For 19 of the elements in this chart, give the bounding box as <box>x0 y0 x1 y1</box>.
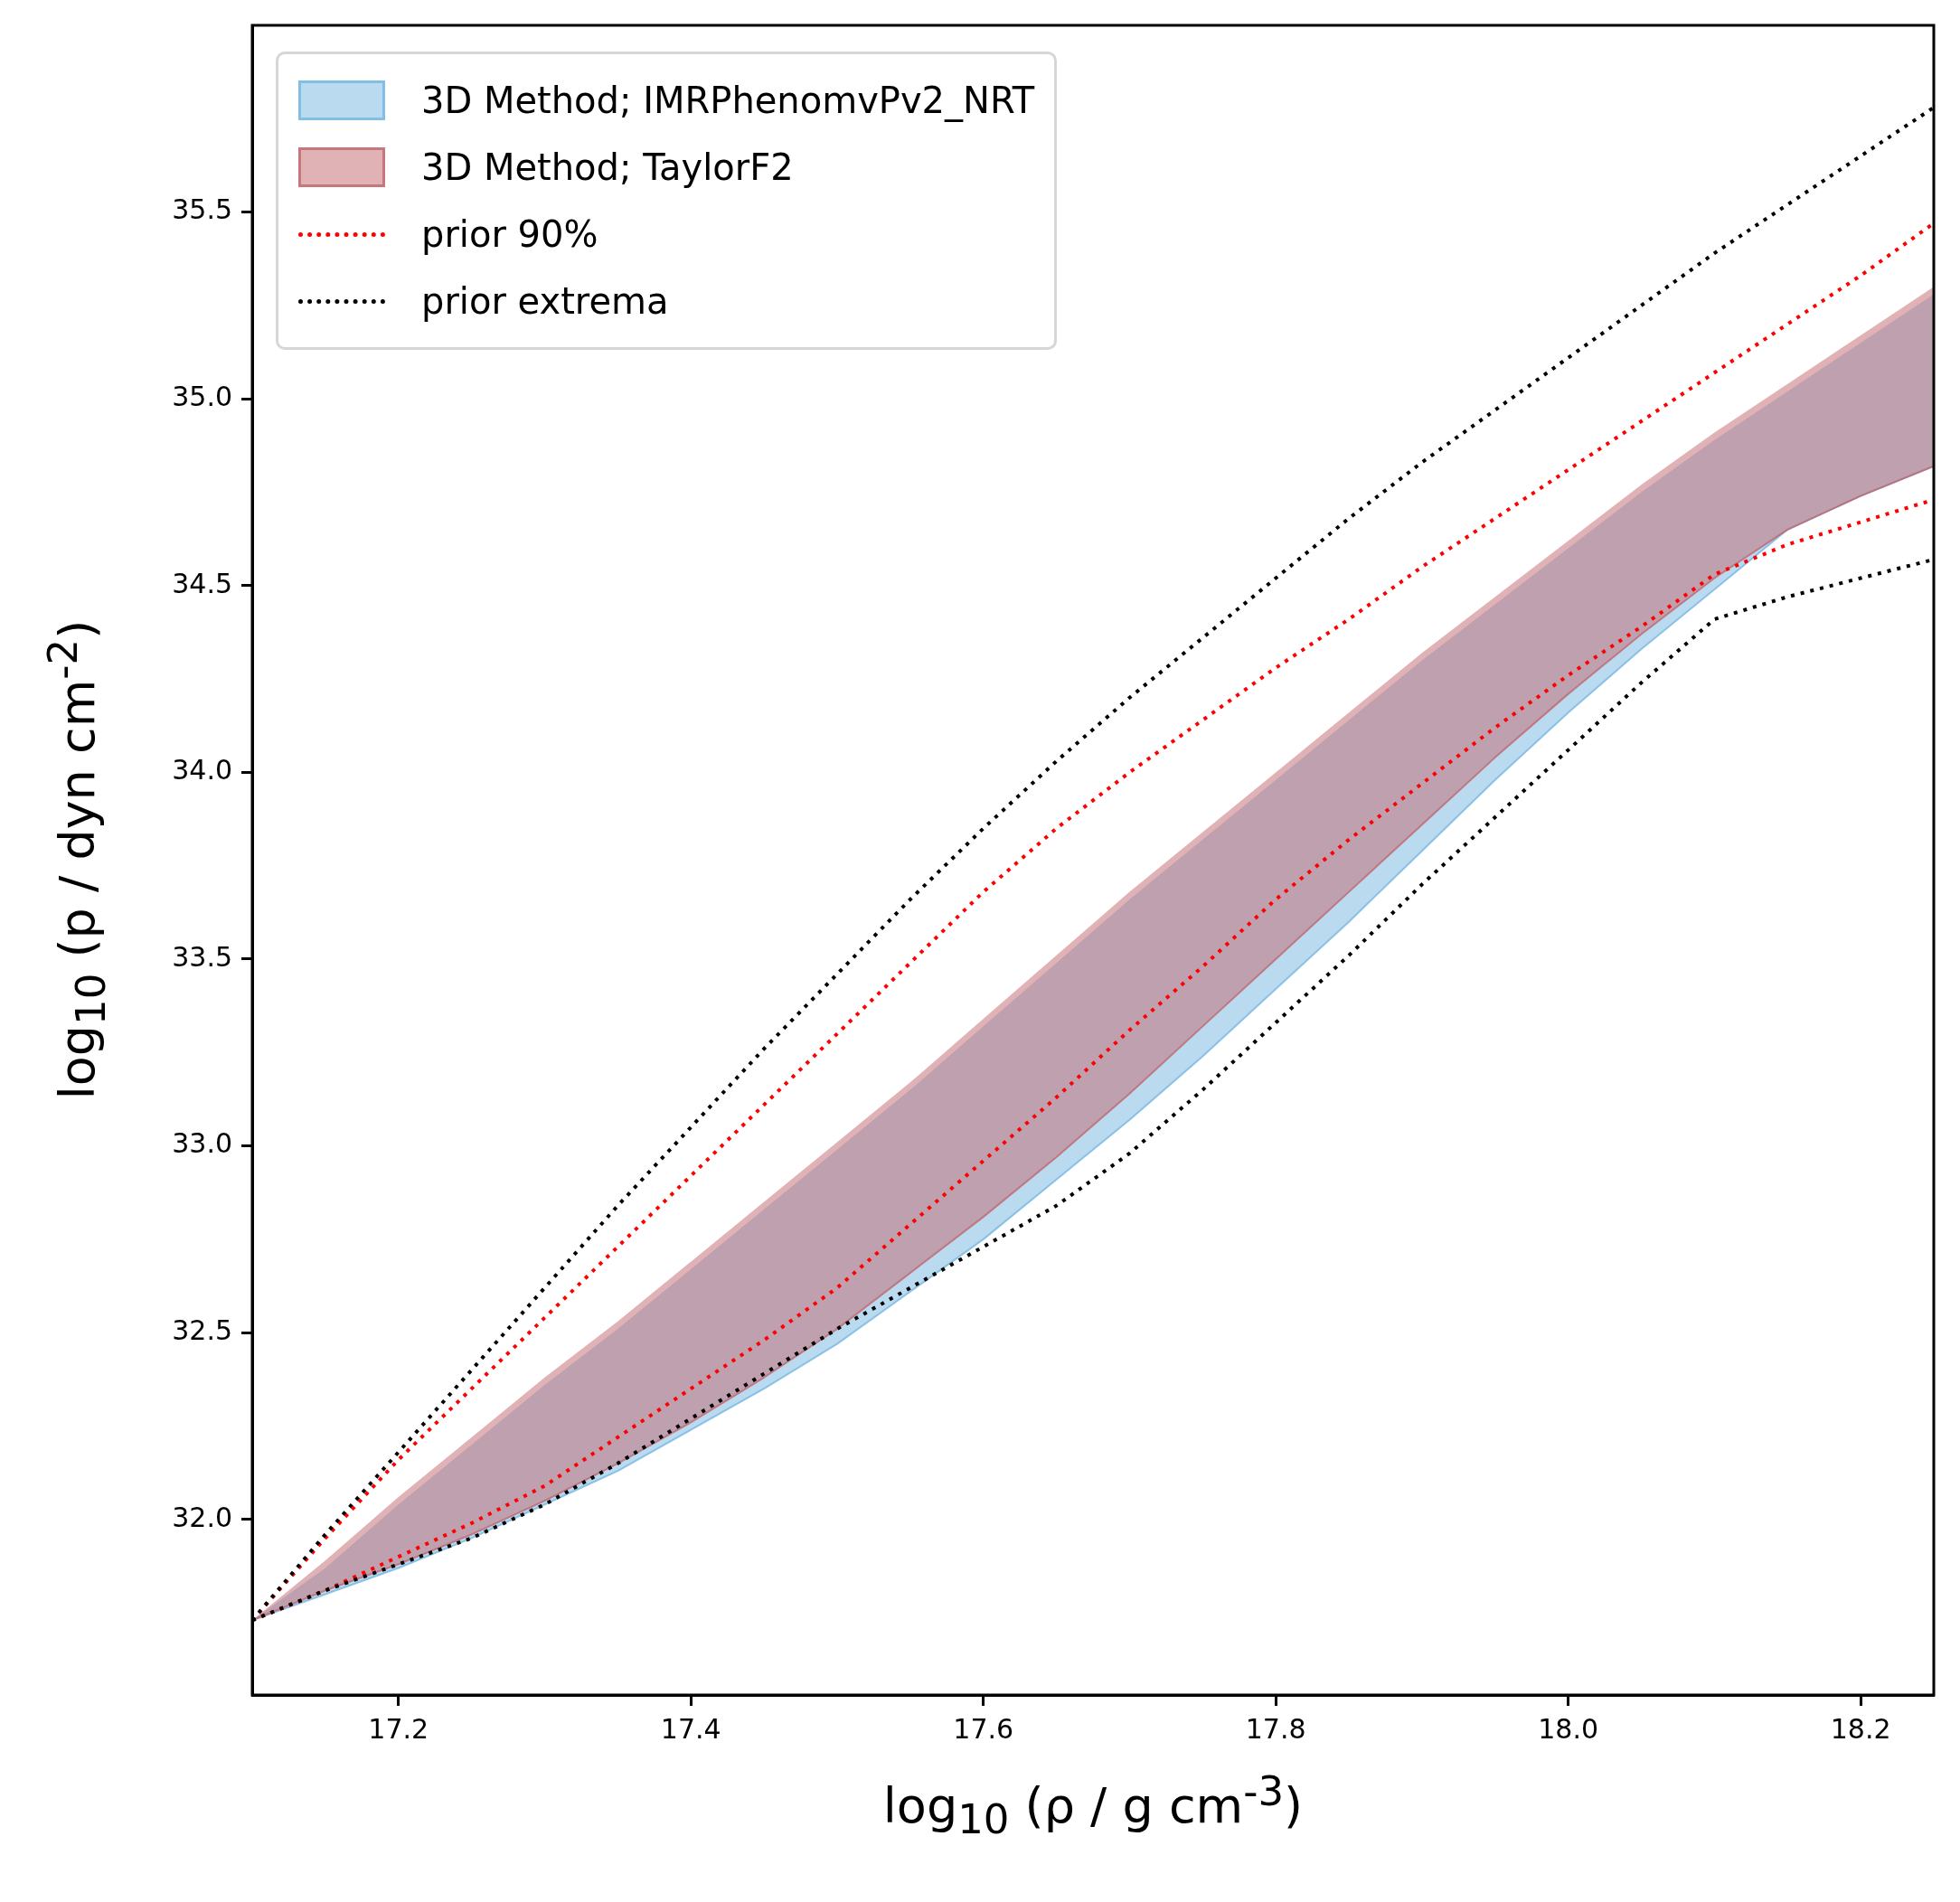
x-tick-label: 17.2 <box>368 1712 429 1745</box>
x-tick-label: 17.8 <box>1245 1712 1306 1745</box>
y-tick-label: 35.5 <box>172 193 232 226</box>
x-tick-label: 17.4 <box>660 1712 721 1745</box>
legend-label: prior 90% <box>421 213 598 255</box>
y-tick-label: 32.0 <box>172 1501 232 1533</box>
x-axis-title: log$_{10}$ (ρ / g cm$^{-3}$) <box>882 1767 1304 1843</box>
y-tick-label: 34.0 <box>172 754 232 786</box>
legend-label: 3D Method; IMRPhenomvPv2_NRT <box>421 80 1035 121</box>
x-tick-label: 18.0 <box>1538 1712 1599 1745</box>
y-tick-label: 34.5 <box>172 567 232 599</box>
legend-label: 3D Method; TaylorF2 <box>421 146 794 188</box>
y-tick-label: 32.5 <box>172 1314 232 1346</box>
y-tick-label: 33.0 <box>172 1127 232 1160</box>
legend-label: prior extrema <box>421 280 669 322</box>
y-tick-label: 35.0 <box>172 381 232 412</box>
x-tick-label: 18.2 <box>1830 1712 1891 1745</box>
y-tick-label: 33.5 <box>172 940 232 973</box>
x-tick-label: 17.6 <box>953 1712 1014 1745</box>
